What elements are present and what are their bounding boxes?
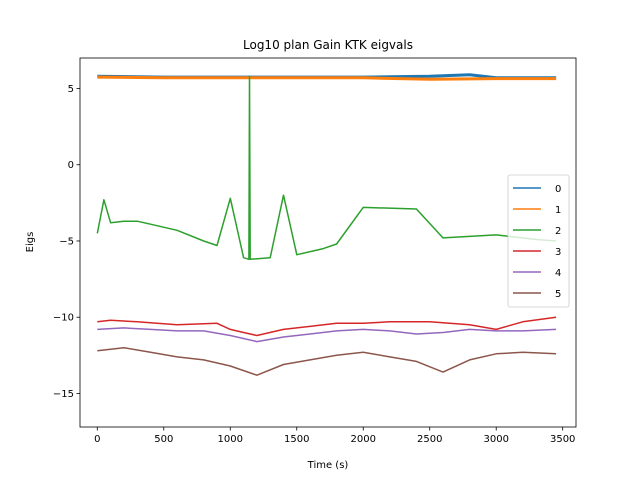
series-line-4 [97, 327, 557, 343]
legend-label: 3 [555, 247, 561, 258]
x-tick-label: 2500 [417, 434, 442, 445]
y-tick-label: 5 [68, 84, 74, 95]
y-tick-label: −5 [59, 236, 74, 247]
legend-label: 1 [555, 205, 561, 216]
y-axis: −15 −10 −5 0 5 [53, 84, 80, 400]
x-tick-label: 500 [154, 434, 173, 445]
y-tick-label: 0 [68, 160, 74, 171]
series-line-1 [97, 75, 557, 81]
x-tick-label: 3500 [550, 434, 575, 445]
y-tick-label: −10 [53, 313, 74, 324]
x-tick-label: 1000 [218, 434, 243, 445]
x-tick-label: 1500 [284, 434, 309, 445]
legend-label: 2 [555, 226, 561, 237]
legend-label: 4 [555, 268, 561, 279]
x-tick-label: 3000 [483, 434, 508, 445]
plot-area [79, 57, 577, 428]
chart-title: Log10 plan Gain KTK eigvals [243, 38, 413, 52]
series-layer [96, 73, 557, 376]
legend-label: 0 [555, 184, 561, 195]
y-axis-label: Eigs [25, 232, 36, 253]
plot-frame [79, 57, 577, 428]
legend-frame [507, 174, 570, 308]
legend-label: 5 [555, 289, 561, 300]
x-tick-label: 0 [94, 434, 100, 445]
x-tick-label: 2000 [351, 434, 376, 445]
x-axis: 0 500 1000 1500 2000 2500 3000 3500 [94, 427, 575, 445]
series-line-3 [97, 316, 557, 337]
series-line-5 [97, 346, 557, 376]
legend: 0 1 2 3 4 5 [507, 174, 570, 308]
x-axis-label: Time (s) [307, 460, 349, 471]
y-tick-label: −15 [53, 389, 74, 400]
series-line-2 [96, 75, 557, 261]
